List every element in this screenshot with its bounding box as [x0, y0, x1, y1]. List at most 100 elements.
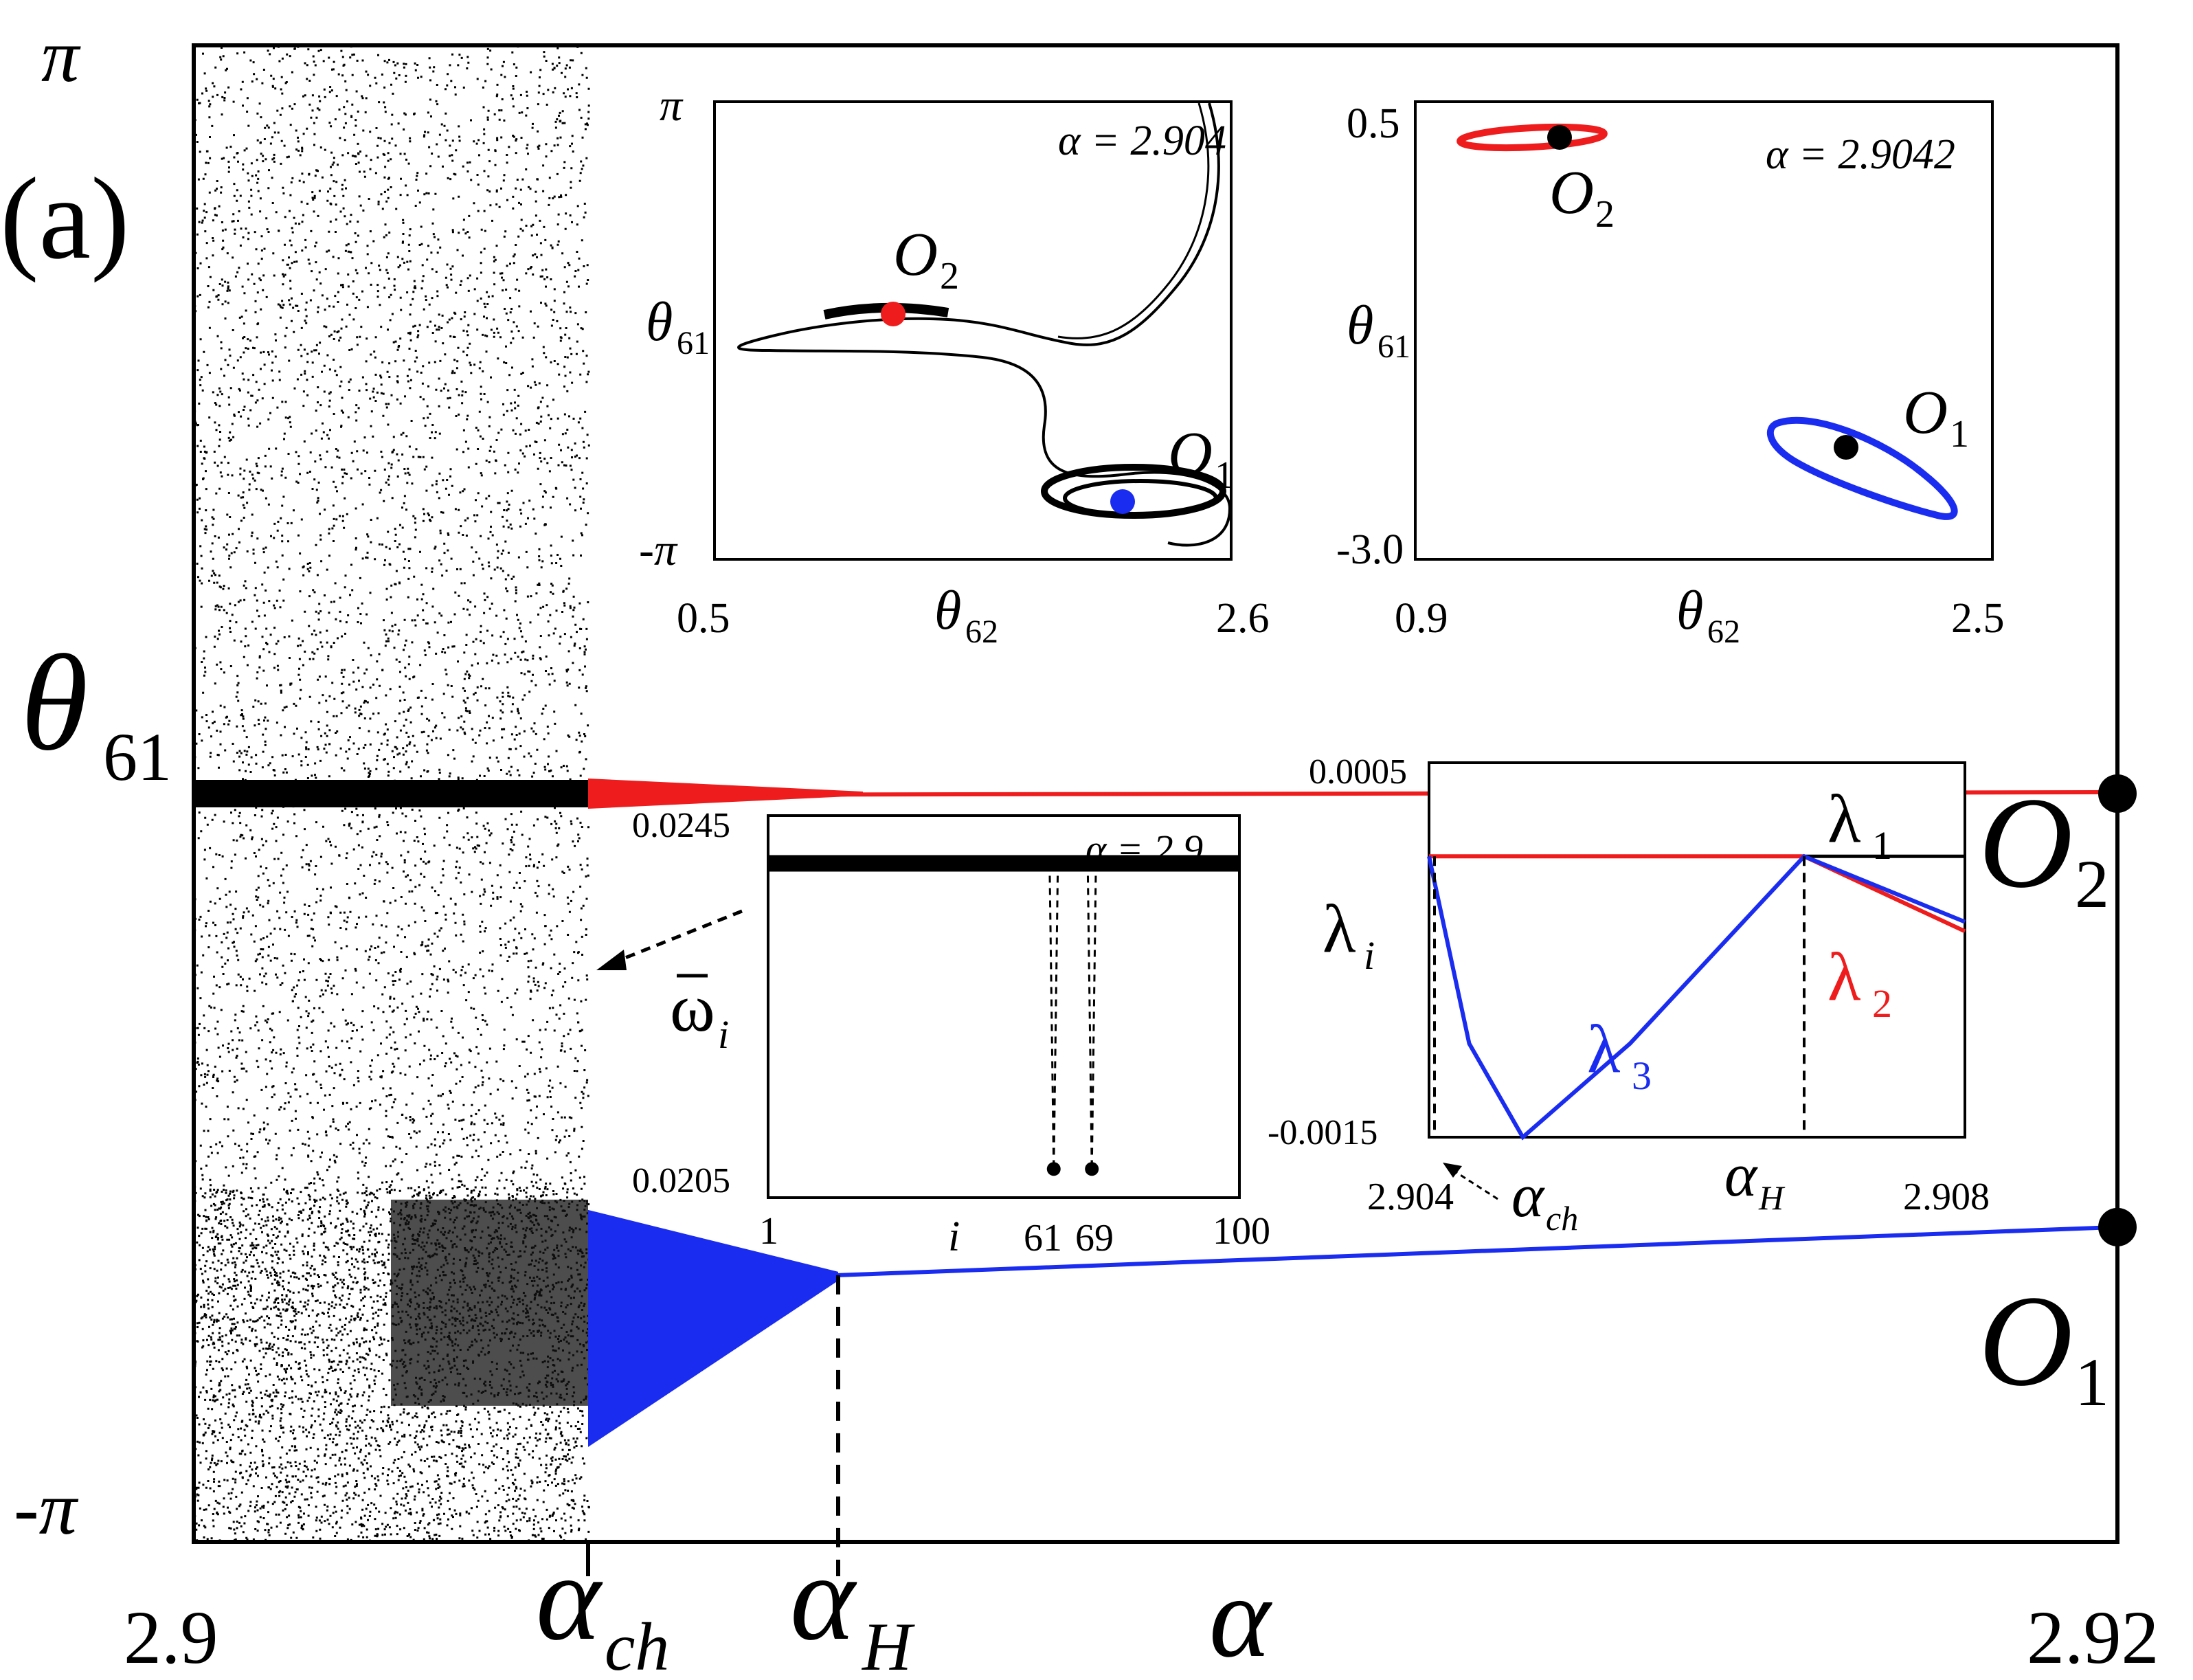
inset3-xtick-1: 1 [759, 1210, 778, 1253]
inset-phase-portrait-2: α = 2.9042 O 2 O 1 0.5 -3.0 θ 61 0.9 2.5… [1336, 100, 2005, 650]
inset1-ytick-bottom: -π [639, 525, 678, 575]
inset3-xlabel: i [948, 1213, 960, 1260]
pointer-arrow-head [596, 950, 627, 970]
inset4-alpha-h: α [1724, 1141, 1758, 1209]
chaos-band-o2 [194, 780, 588, 807]
inset3-frame [767, 814, 1241, 1199]
inset-phase-portrait-1: α = 2.904 O 2 O 1 π -π θ 61 0.5 2.6 θ 62 [639, 80, 1270, 650]
marker-alpha-ch-label: α [536, 1529, 603, 1666]
inset1-o2-point [881, 302, 906, 326]
inset2-ytick-top: 0.5 [1347, 100, 1400, 147]
o1-oscillation-band [588, 1209, 838, 1447]
inset4-series-3-line [1427, 853, 1966, 1141]
inset1-xlabel: θ [934, 581, 961, 641]
inset3-ylabel-sub: i [718, 1012, 729, 1057]
inset3-pointer-arrow [596, 909, 743, 970]
inset1-trajectory [737, 102, 1232, 547]
inset3-dip-line [1086, 863, 1093, 1169]
inset4-series1-sub: 1 [1872, 823, 1892, 868]
o1-endpoint [2098, 1207, 2137, 1246]
inset4-ytick-top: 0.0005 [1309, 752, 1407, 792]
inset4-alpha-h-sub: H [1758, 1178, 1786, 1217]
orbit-o2-label: O [1979, 771, 2073, 915]
inset4-series2-label: λ [1827, 939, 1861, 1015]
orbit-o1-label: O [1979, 1269, 2073, 1413]
inset1-xlabel-sub: 62 [965, 614, 998, 650]
inset1-annotation: α = 2.904 [1058, 117, 1226, 164]
panel-label: (a) [0, 154, 130, 283]
inset3-dip-line [1090, 863, 1097, 1169]
inset2-xlabel-sub: 62 [1707, 614, 1740, 650]
orbit-o2-sub: 2 [2075, 846, 2109, 922]
inset3-dip-line [1053, 863, 1059, 1169]
inset1-o1-label: O [1168, 420, 1213, 488]
inset1-o1-point [1110, 489, 1135, 514]
chaos-band-o1 [391, 1199, 588, 1406]
inset3-xtick-61: 61 [1024, 1217, 1062, 1259]
chaotic-scatter-region [194, 45, 590, 1544]
inset1-orbit-bundle-inner [1063, 479, 1218, 517]
inset1-trajectory-2 [1057, 102, 1210, 339]
x-axis-label: α [1209, 1552, 1273, 1680]
inset3-baseline-points [768, 855, 1239, 872]
orbit-o1-sub: 1 [2075, 1344, 2109, 1420]
inset2-o1-sub: 1 [1950, 413, 1969, 456]
marker-alpha-h-label: α [790, 1529, 857, 1666]
inset4-alpha-ch-pointer-head [1443, 1163, 1462, 1178]
inset2-ylabel-sub: 61 [1377, 328, 1410, 365]
inset2-o2-sub: 2 [1595, 193, 1615, 236]
inset2-ytick-bottom: -3.0 [1336, 526, 1404, 573]
inset3-dip-point [1046, 1162, 1061, 1176]
inset2-xlabel: θ [1676, 581, 1703, 641]
marker-alpha-ch-sub: ch [605, 1609, 669, 1680]
inset-lyapunov: 0.0005 -0.0015 λ i 2.904 2.908 α ch α H … [1268, 752, 1990, 1237]
inset3-ytick-top: 0.0245 [632, 806, 730, 845]
y-tick-bottom: -π [14, 1466, 79, 1550]
main-orbit-branches [587, 774, 2137, 1447]
inset3-dip-point [1085, 1162, 1099, 1176]
inset1-o2-label: O [893, 221, 938, 289]
inset2-annotation: α = 2.9042 [1766, 131, 1955, 178]
inset4-xtick-right: 2.908 [1903, 1176, 1990, 1218]
inset3-dip-line [1048, 863, 1055, 1169]
inset2-o2-point [1547, 125, 1572, 150]
inset1-xtick-left: 0.5 [677, 595, 730, 642]
y-axis-label-sub: 61 [103, 719, 172, 795]
o2-endpoint [2098, 774, 2137, 813]
inset2-xtick-left: 0.9 [1395, 595, 1448, 642]
inset2-xtick-right: 2.5 [1951, 595, 2005, 642]
inset2-frame [1414, 100, 1994, 561]
y-tick-top: π [41, 14, 81, 98]
inset1-o2-sub: 2 [940, 255, 959, 298]
inset2-o2-orbit [1457, 123, 1608, 152]
inset2-o1-orbit [1766, 416, 1958, 520]
inset2-o1-point [1834, 435, 1858, 460]
inset3-xtick-69: 69 [1075, 1217, 1114, 1259]
inset3-ylabel: ω [670, 970, 715, 1046]
o1-branch-line [837, 1224, 2118, 1277]
inset4-ylabel: λ [1323, 891, 1356, 967]
pointer-arrow-line [614, 909, 743, 964]
inset3-ytick-bottom: 0.0205 [632, 1161, 730, 1200]
marker-alpha-h-sub: H [861, 1609, 915, 1680]
inset4-series3-sub: 3 [1632, 1053, 1652, 1098]
inset2-ylabel: θ [1347, 295, 1373, 356]
x-tick-left: 2.9 [124, 1595, 218, 1679]
y-axis-label: θ [21, 627, 88, 779]
inset4-frame [1428, 761, 1966, 1139]
inset4-alpha-ch: α [1511, 1162, 1545, 1230]
inset4-series1-label: λ [1827, 781, 1861, 857]
inset4-xtick-left: 2.904 [1367, 1176, 1454, 1218]
inset2-o1-label: O [1903, 379, 1948, 447]
inset-mean-frequency: α = 2.9 0.0245 0.0205 ω i 1 61 69 100 i [632, 806, 1270, 1260]
inset1-ytick-top: π [660, 80, 684, 131]
inset1-ylabel-sub: 61 [677, 325, 710, 361]
inset4-ytick-bottom: -0.0015 [1268, 1113, 1377, 1152]
main-bifurcation-markers [586, 1275, 840, 1576]
inset2-o2-label: O [1549, 159, 1594, 227]
inset1-xtick-right: 2.6 [1216, 595, 1270, 642]
inset3-xtick-100: 100 [1213, 1210, 1270, 1253]
inset4-alpha-ch-sub: ch [1546, 1199, 1578, 1237]
